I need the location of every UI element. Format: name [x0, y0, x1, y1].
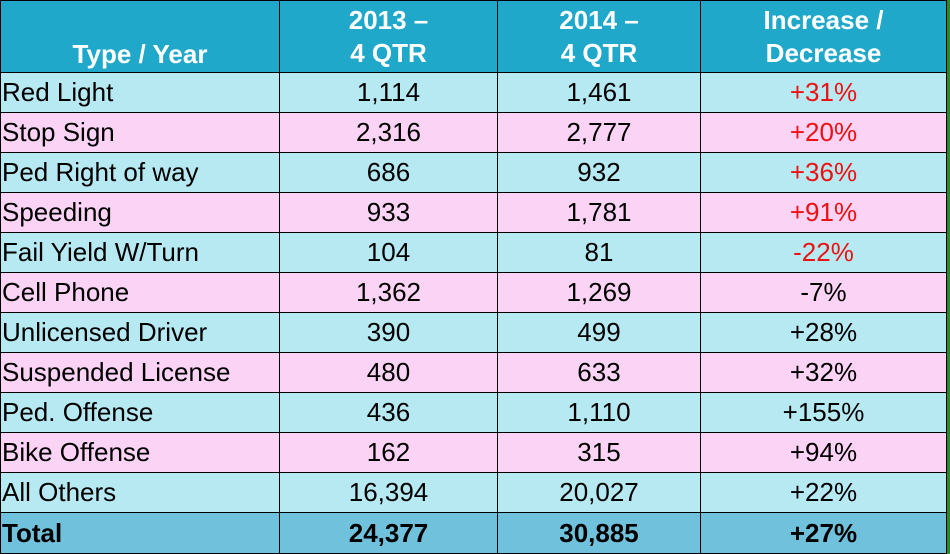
header-type-year: Type / Year: [0, 0, 280, 73]
cell-change: +22%: [700, 472, 947, 513]
cell-type: All Others: [0, 472, 280, 513]
cell-2013: 436: [279, 392, 498, 433]
cell-type: Stop Sign: [0, 112, 280, 153]
cell-2013: 16,394: [279, 472, 498, 513]
total-cell-2014: 30,885: [497, 512, 701, 554]
cell-change: +155%: [700, 392, 947, 433]
cell-change: +31%: [700, 72, 947, 113]
table-row: Bike Offense 162 315 +94%: [0, 432, 947, 473]
cell-2014: 1,110: [497, 392, 701, 433]
total-row: Total 24,377 30,885 +27%: [0, 512, 947, 554]
cell-2014: 2,777: [497, 112, 701, 153]
table-row: All Others 16,394 20,027 +22%: [0, 472, 947, 513]
cell-2014: 81: [497, 232, 701, 273]
cell-type: Speeding: [0, 192, 280, 233]
cell-change: +20%: [700, 112, 947, 153]
header-2013-line-2: 4 QTR: [350, 37, 427, 68]
total-cell-type: Total: [0, 512, 280, 554]
header-type-year-line: Type / Year: [72, 39, 208, 69]
cell-type: Suspended License: [0, 352, 280, 393]
cell-2013: 104: [279, 232, 498, 273]
header-2013: 2013 – 4 QTR: [279, 0, 498, 73]
table-body: Red Light 1,114 1,461 +31% Stop Sign 2,316 2,7…: [0, 72, 947, 554]
cell-2013: 686: [279, 152, 498, 193]
header-change: Increase / Decrease: [700, 0, 947, 73]
cell-change: +94%: [700, 432, 947, 473]
cell-2014: 1,269: [497, 272, 701, 313]
cell-change: +91%: [700, 192, 947, 233]
cell-type: Fail Yield W/Turn: [0, 232, 280, 273]
table-row: Ped Right of way 686 932 +36%: [0, 152, 947, 193]
table-row: Ped. Offense 436 1,110 +155%: [0, 392, 947, 433]
cell-2013: 162: [279, 432, 498, 473]
header-row: Type / Year 2013 – 4 QTR 2014 – 4 QTR In…: [0, 0, 947, 73]
cell-2014: 1,781: [497, 192, 701, 233]
cell-change: +32%: [700, 352, 947, 393]
total-cell-2013: 24,377: [279, 512, 498, 554]
cell-2013: 2,316: [279, 112, 498, 153]
table-row: Speeding 933 1,781 +91%: [0, 192, 947, 233]
header-change-line-1: Increase /: [763, 4, 884, 35]
cell-2013: 933: [279, 192, 498, 233]
cell-2014: 315: [497, 432, 701, 473]
header-2014-line-2: 4 QTR: [560, 37, 638, 68]
cell-2014: 1,461: [497, 72, 701, 113]
table-row: Red Light 1,114 1,461 +31%: [0, 72, 947, 113]
cell-change: +36%: [700, 152, 947, 193]
cell-2013: 1,362: [279, 272, 498, 313]
table-row: Unlicensed Driver 390 499 +28%: [0, 312, 947, 353]
cell-type: Red Light: [0, 72, 280, 113]
total-cell-change: +27%: [700, 512, 947, 554]
cell-type: Ped Right of way: [0, 152, 280, 193]
cell-2014: 633: [497, 352, 701, 393]
table-row: Suspended License 480 633 +32%: [0, 352, 947, 393]
header-2014: 2014 – 4 QTR: [497, 0, 701, 73]
table-row: Fail Yield W/Turn 104 81 -22%: [0, 232, 947, 273]
cell-2014: 932: [497, 152, 701, 193]
cell-change: -7%: [700, 272, 947, 313]
cell-2013: 480: [279, 352, 498, 393]
cell-2013: 390: [279, 312, 498, 353]
cell-2014: 499: [497, 312, 701, 353]
cell-type: Cell Phone: [0, 272, 280, 313]
cell-2013: 1,114: [279, 72, 498, 113]
cell-change: +28%: [700, 312, 947, 353]
table-row: Stop Sign 2,316 2,777 +20%: [0, 112, 947, 153]
cell-2014: 20,027: [497, 472, 701, 513]
table-row: Cell Phone 1,362 1,269 -7%: [0, 272, 947, 313]
cell-type: Unlicensed Driver: [0, 312, 280, 353]
cell-type: Bike Offense: [0, 432, 280, 473]
cell-type: Ped. Offense: [0, 392, 280, 433]
header-2014-line-1: 2014 –: [559, 4, 639, 35]
cell-change: -22%: [700, 232, 947, 273]
header-2013-line-1: 2013 –: [348, 4, 429, 35]
header-change-line-2: Decrease: [765, 37, 882, 68]
